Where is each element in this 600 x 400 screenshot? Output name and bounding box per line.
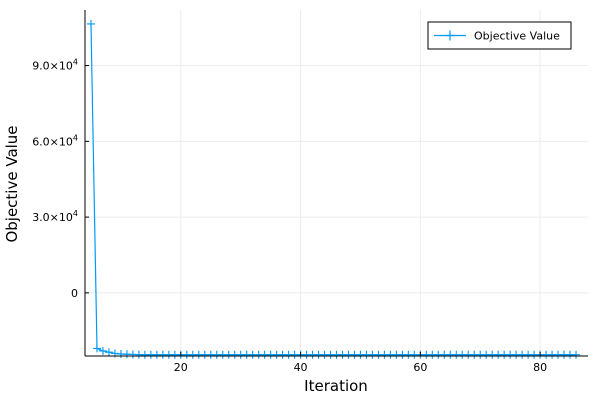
series-line bbox=[90, 23, 577, 356]
y-tick-label: 6.0×104 bbox=[32, 133, 78, 148]
data-point bbox=[86, 19, 95, 28]
x-tick-label: 80 bbox=[533, 361, 547, 374]
axes bbox=[84, 10, 588, 357]
data-point bbox=[92, 344, 101, 353]
legend-marker-icon bbox=[445, 30, 455, 41]
data-point bbox=[572, 350, 581, 359]
x-tick-label: 60 bbox=[413, 361, 427, 374]
y-ticks: 0 3.0×104 6.0×104 9.0×104 bbox=[32, 58, 89, 300]
data-point bbox=[104, 348, 113, 357]
x-tick-label: 20 bbox=[174, 361, 188, 374]
y-axis-title: Objective Value bbox=[3, 125, 21, 242]
legend: Objective Value bbox=[427, 21, 572, 50]
y-tick-label: 0 bbox=[71, 287, 78, 300]
x-axis-title: Iteration bbox=[304, 377, 368, 395]
legend-entry-objective-value: Objective Value bbox=[474, 30, 560, 43]
y-tick-label: 9.0×104 bbox=[32, 58, 78, 73]
y-tick-label: 3.0×104 bbox=[32, 209, 78, 224]
series-layer bbox=[86, 19, 581, 359]
x-tick-label: 40 bbox=[294, 361, 308, 374]
data-point bbox=[98, 346, 107, 355]
x-ticks: 20 40 60 80 bbox=[174, 352, 547, 374]
grid-lines bbox=[85, 10, 588, 356]
